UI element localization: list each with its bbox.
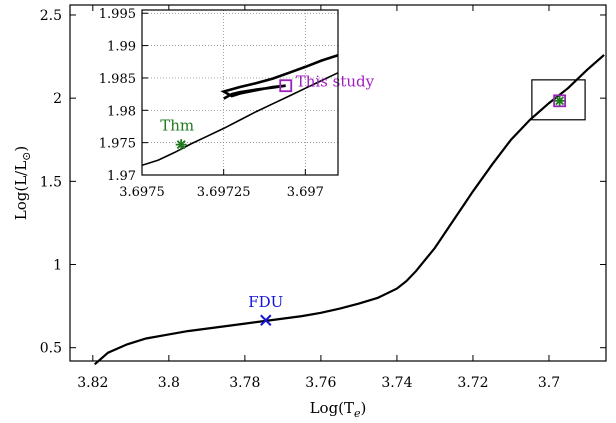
annotation-this-study: This study: [296, 73, 375, 91]
x-axis-label: Log(Te): [310, 399, 367, 420]
marker-fdu: [260, 314, 272, 326]
y-tick-label: 1.985: [99, 72, 136, 87]
y-tick-label: 2.5: [40, 8, 62, 24]
y-tick-label: 1: [53, 258, 62, 274]
main-axis-ticks: 3.82 3.8 3.78 3.76 3.74 3.72 3.7 0.5 1 1.5 2 2.5: [40, 5, 606, 391]
x-tick-label: 3.74: [381, 375, 412, 391]
inset-axis-ticks: 3.6975 3.69725 3.697 1.97 1.975 1.98 1.985 1.99…: [99, 7, 324, 200]
x-tick-label: 3.8: [158, 375, 180, 391]
zoom-region-box: [531, 79, 586, 121]
annotation-fdu: FDU: [248, 293, 283, 311]
x-tick-label: 3.72: [457, 375, 488, 391]
x-tick-label: 3.82: [77, 375, 108, 391]
inset-track-group: [142, 54, 338, 167]
x-tick-label: 3.7: [538, 375, 560, 391]
evolutionary-track-line: [93, 54, 605, 366]
x-tick-label: 3.76: [305, 375, 336, 391]
main-plot-frame: [69, 4, 607, 362]
y-tick-label: 1.975: [99, 137, 136, 152]
inset-marker-this-study: [279, 79, 293, 93]
y-tick-label: 1.99: [107, 40, 136, 55]
annotation-thm: Thm: [160, 117, 194, 135]
inset-plot-marks: Thm This study: [142, 54, 375, 167]
inset-marker-thm: [175, 139, 187, 151]
y-axis-label: Log(L/L⊙): [12, 146, 33, 221]
x-tick-label: 3.78: [229, 375, 260, 391]
y-tick-label: 1.98: [107, 104, 136, 119]
y-tick-label: 0.5: [40, 341, 62, 357]
x-tick-label: 3.697: [287, 185, 324, 200]
main-plot: 3.82 3.8 3.78 3.76 3.74 3.72 3.7 0.5 1 1.5 2 2.5 FD…: [12, 4, 607, 420]
y-tick-label: 1.995: [99, 7, 136, 22]
inset-track-line-2: [220, 54, 338, 100]
inset-plot: Thm This study 3.6975 3.69725 3.697 1.97 1.97…: [99, 7, 375, 200]
x-tick-label: 3.69725: [197, 185, 251, 200]
inset-plot-frame: [141, 9, 339, 176]
marker-star: [554, 95, 566, 107]
y-tick-label: 2: [53, 91, 62, 107]
y-tick-label: 1.5: [40, 174, 62, 190]
y-tick-label: 1.97: [107, 169, 136, 184]
main-plot-marks: FDU: [93, 54, 605, 366]
inset-track-line-1: [142, 72, 338, 167]
x-tick-label: 3.6975: [119, 185, 165, 200]
